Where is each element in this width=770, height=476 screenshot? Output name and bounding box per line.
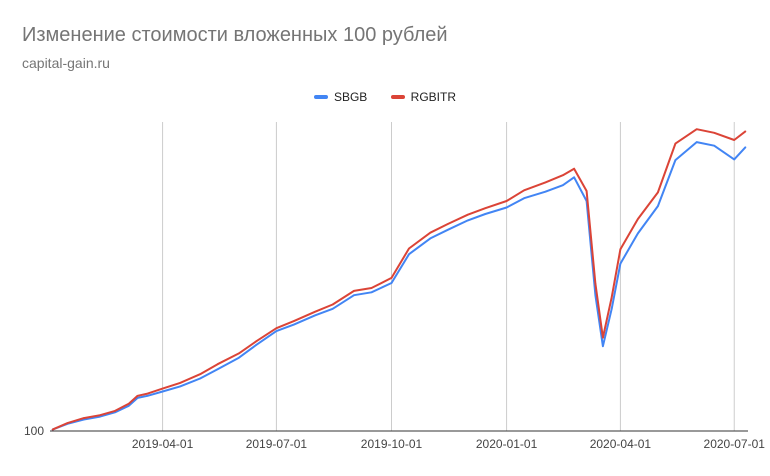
data-point-rgbitr — [544, 181, 547, 184]
data-point-sbgb — [484, 213, 487, 215]
data-point-rgbitr — [637, 218, 639, 220]
legend: SBGB RGBITR — [0, 88, 770, 104]
data-point-rgbitr — [216, 363, 219, 366]
data-point-sbgb — [293, 323, 295, 326]
data-point-rgbitr — [619, 248, 622, 250]
data-point-rgbitr — [390, 277, 393, 279]
data-point-rgbitr — [467, 213, 469, 216]
y-tick-label: 100 — [24, 424, 44, 438]
data-point-rgbitr — [610, 296, 613, 299]
x-tick-label: 2020-04-01 — [590, 437, 652, 451]
data-point-rgbitr — [585, 190, 588, 192]
data-point-rgbitr — [744, 130, 747, 133]
data-point-rgbitr — [657, 191, 659, 194]
legend-label-sbgb: SBGB — [333, 90, 368, 104]
data-point-rgbitr — [505, 200, 508, 202]
data-point-rgbitr — [331, 303, 334, 306]
x-tick-label: 2020-01-01 — [476, 437, 538, 451]
data-point-sbgb — [744, 146, 747, 148]
data-point-rgbitr — [99, 414, 101, 417]
data-point-sbgb — [390, 282, 393, 284]
data-point-sbgb — [695, 141, 698, 143]
data-point-rgbitr — [314, 310, 317, 313]
legend-item-rgbitr[interactable]: RGBITR — [390, 90, 457, 104]
data-point-rgbitr — [161, 387, 164, 390]
data-point-sbgb — [161, 390, 164, 393]
data-point-sbgb — [505, 206, 508, 209]
data-point-rgbitr — [674, 142, 677, 145]
data-point-rgbitr — [179, 382, 181, 384]
data-point-sbgb — [353, 294, 355, 297]
data-point-sbgb — [610, 308, 613, 310]
data-point-sbgb — [594, 294, 597, 297]
series-line-rgbitr — [52, 128, 747, 431]
data-point-sbgb — [314, 314, 317, 317]
data-point-rgbitr — [255, 340, 258, 343]
series-line-sbgb — [52, 141, 747, 431]
data-point-rgbitr — [484, 207, 487, 209]
data-point-rgbitr — [733, 139, 735, 141]
data-point-rgbitr — [275, 327, 278, 330]
data-point-rgbitr — [146, 392, 149, 395]
data-point-sbgb — [275, 330, 278, 332]
data-point-rgbitr — [199, 373, 201, 376]
data-point-sbgb — [562, 184, 564, 186]
data-point-rgbitr — [713, 132, 715, 134]
data-point-sbgb — [238, 356, 240, 359]
data-point-sbgb — [179, 385, 181, 388]
data-point-sbgb — [713, 144, 715, 147]
legend-label-rgbitr: RGBITR — [410, 90, 457, 104]
data-point-sbgb — [199, 377, 201, 380]
data-point-rgbitr — [602, 336, 604, 339]
data-point-sbgb — [602, 345, 604, 348]
data-point-rgbitr — [523, 189, 525, 192]
chart-subtitle: capital-gain.ru — [22, 55, 110, 71]
legend-swatch-sbgb — [313, 95, 328, 99]
data-point-rgbitr — [447, 223, 449, 225]
legend-swatch-rgbitr — [390, 95, 405, 99]
data-point-rgbitr — [695, 128, 698, 130]
data-point-sbgb — [573, 176, 575, 179]
data-point-rgbitr — [429, 231, 432, 234]
data-point-rgbitr — [114, 410, 116, 412]
data-point-rgbitr — [238, 352, 240, 355]
data-point-sbgb — [370, 291, 373, 294]
data-point-sbgb — [146, 395, 149, 397]
data-point-sbgb — [128, 405, 130, 407]
data-point-rgbitr — [293, 320, 295, 322]
data-point-rgbitr — [408, 247, 410, 250]
data-point-rgbitr — [562, 174, 564, 176]
data-point-rgbitr — [594, 282, 597, 285]
x-tick-label: 2019-04-01 — [132, 437, 194, 451]
data-point-sbgb — [331, 308, 334, 310]
data-point-rgbitr — [353, 290, 355, 292]
data-point-rgbitr — [573, 167, 575, 170]
data-point-rgbitr — [51, 428, 54, 431]
data-point-sbgb — [447, 229, 449, 231]
data-point-rgbitr — [66, 422, 69, 424]
data-point-sbgb — [657, 205, 659, 207]
data-point-sbgb — [674, 159, 677, 161]
data-point-sbgb — [544, 190, 547, 193]
data-point-sbgb — [619, 262, 622, 265]
data-point-sbgb — [429, 237, 432, 240]
x-tick-label: 2019-07-01 — [246, 437, 308, 451]
data-point-rgbitr — [83, 417, 85, 419]
data-point-sbgb — [637, 232, 639, 235]
data-point-sbgb — [733, 158, 735, 161]
data-point-rgbitr — [370, 287, 373, 289]
chart-title: Изменение стоимости вложенных 100 рублей — [22, 24, 448, 46]
legend-item-sbgb[interactable]: SBGB — [313, 90, 368, 104]
data-point-rgbitr — [136, 395, 139, 397]
x-tick-label: 2020-07-01 — [704, 437, 766, 451]
data-point-rgbitr — [128, 402, 130, 405]
data-point-sbgb — [216, 368, 219, 371]
x-tick-label: 2019-10-01 — [361, 437, 423, 451]
data-point-sbgb — [523, 197, 525, 199]
data-point-sbgb — [408, 253, 410, 255]
data-point-sbgb — [467, 219, 469, 222]
data-point-sbgb — [255, 344, 258, 346]
